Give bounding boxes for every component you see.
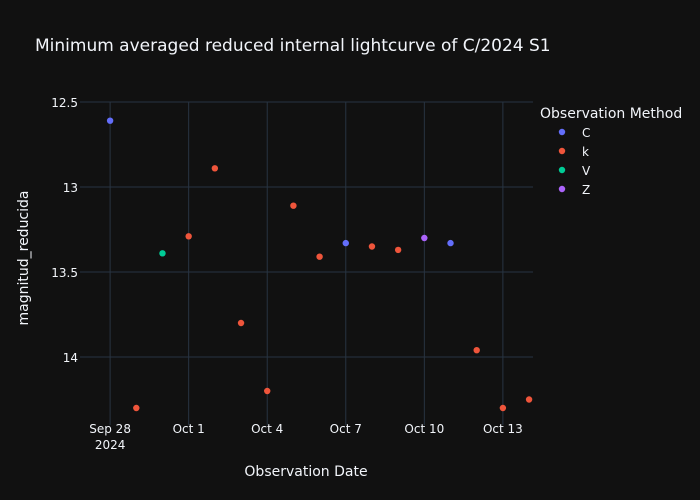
legend-title: Observation Method — [540, 106, 682, 122]
data-point-k-7 — [368, 243, 376, 250]
data-point-k-2 — [211, 165, 219, 172]
data-point-k-0 — [133, 404, 140, 412]
legend-label-k: k — [582, 145, 589, 159]
data-point-c-2 — [447, 239, 454, 247]
x-tick-label: Oct 4 — [251, 422, 283, 436]
x-tick-label: Oct 7 — [330, 422, 362, 436]
legend-label-v: V — [582, 164, 591, 178]
data-point-k-3 — [237, 319, 245, 327]
data-point-k-10 — [499, 404, 507, 412]
y-tick-label: 13.5 — [51, 266, 78, 280]
data-point-v-0 — [159, 250, 166, 257]
data-point-c-0 — [106, 117, 114, 124]
data-point-k-5 — [290, 202, 297, 209]
y-tick-label: 13 — [63, 181, 78, 195]
data-points — [106, 117, 533, 412]
legend-label-c: C — [582, 126, 590, 140]
legend-marker-z — [558, 185, 566, 193]
x-axis-ticks: Sep 28 2024 Oct 1 Oct 4 Oct 7 Oct 10 Oct 13 — [89, 422, 523, 452]
gridlines — [80, 101, 533, 425]
y-axis-label: magnitud_reducida — [16, 191, 32, 326]
data-point-k-8 — [394, 246, 402, 254]
legend-marker-k — [558, 147, 566, 155]
x-tick-label: Oct 1 — [173, 422, 205, 436]
legend-label-z: Z — [582, 183, 590, 197]
data-point-k-1 — [185, 233, 192, 240]
data-point-k-6 — [316, 253, 323, 260]
legend-marker-v — [558, 166, 566, 174]
x-tick-label: Sep 28 — [89, 422, 131, 436]
y-tick-label: 14 — [63, 351, 78, 365]
y-tick-label: 12.5 — [51, 96, 78, 110]
chart-title: Minimum averaged reduced internal lightc… — [35, 36, 551, 56]
data-point-k-11 — [525, 396, 533, 403]
y-axis-ticks: 12.5 13 13.5 14 — [51, 96, 78, 365]
x-tick-label: Oct 13 — [483, 422, 523, 436]
data-point-k-9 — [473, 347, 480, 354]
data-point-k-4 — [264, 387, 271, 395]
x-tick-label: Oct 10 — [404, 422, 444, 436]
data-point-z-0 — [421, 234, 428, 242]
data-point-c-1 — [342, 239, 349, 247]
legend-marker-c — [558, 128, 566, 136]
x-tick-year-label: 2024 — [95, 438, 126, 452]
x-axis-label: Observation Date — [244, 464, 367, 480]
